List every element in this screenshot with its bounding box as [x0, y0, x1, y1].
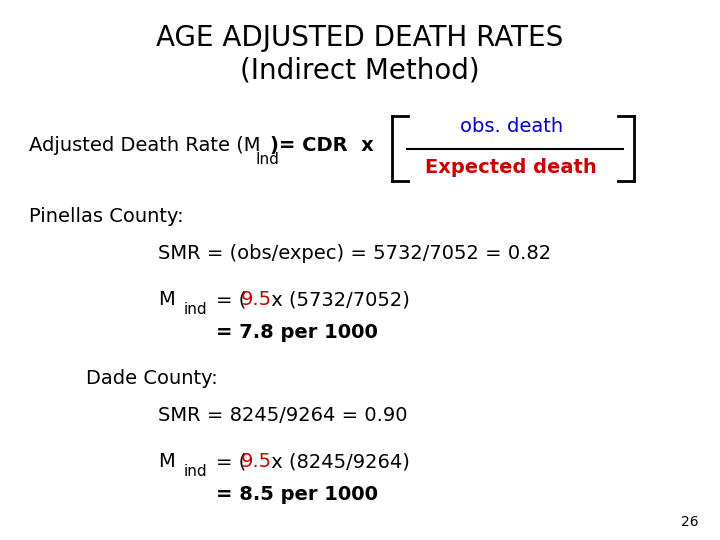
Text: M: M [158, 290, 175, 309]
Text: 9.5: 9.5 [241, 452, 272, 471]
Text: M: M [158, 452, 175, 471]
Text: AGE ADJUSTED DEATH RATES: AGE ADJUSTED DEATH RATES [156, 24, 564, 52]
Text: obs. death: obs. death [459, 117, 563, 137]
Text: Dade County:: Dade County: [86, 368, 218, 388]
Text: = 7.8 per 1000: = 7.8 per 1000 [216, 322, 378, 342]
Text: = (: = ( [216, 290, 246, 309]
Text: )= CDR  x: )= CDR x [270, 136, 374, 156]
Text: 26: 26 [681, 515, 698, 529]
Text: (Indirect Method): (Indirect Method) [240, 57, 480, 85]
Text: Ind: Ind [256, 152, 279, 167]
Text: x (5732/7052): x (5732/7052) [265, 290, 410, 309]
Text: ind: ind [184, 302, 207, 317]
Text: = 8.5 per 1000: = 8.5 per 1000 [216, 484, 378, 504]
Text: = (: = ( [216, 452, 246, 471]
Text: x (8245/9264): x (8245/9264) [265, 452, 410, 471]
Text: SMR = (obs/expec) = 5732/7052 = 0.82: SMR = (obs/expec) = 5732/7052 = 0.82 [158, 244, 552, 264]
Text: SMR = 8245/9264 = 0.90: SMR = 8245/9264 = 0.90 [158, 406, 408, 426]
Text: 9.5: 9.5 [241, 290, 272, 309]
Text: Pinellas County:: Pinellas County: [29, 206, 184, 226]
Text: ind: ind [184, 464, 207, 479]
Text: Adjusted Death Rate (M: Adjusted Death Rate (M [29, 136, 261, 156]
Text: Expected death: Expected death [426, 158, 597, 177]
